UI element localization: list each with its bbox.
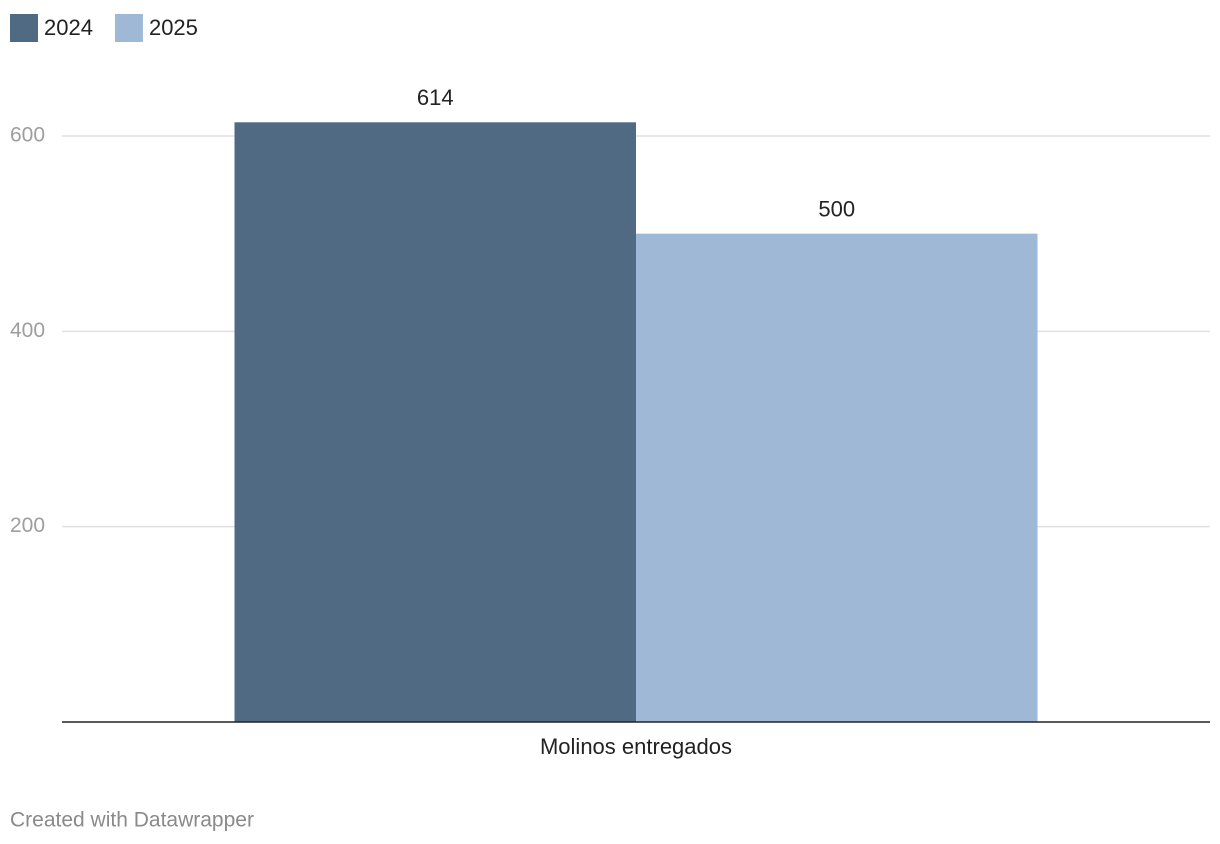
- value-label: 614: [417, 85, 454, 110]
- legend-label: 2024: [44, 15, 93, 40]
- bars: Molinos entregados 614 500: [234, 85, 1038, 759]
- legend-label: 2025: [149, 15, 198, 40]
- legend-swatch: [10, 14, 38, 42]
- y-tick-label: 200: [10, 514, 45, 537]
- x-tick-label: Molinos entregados: [540, 734, 732, 759]
- credit: Created with Datawrapper: [10, 809, 254, 832]
- y-tick-label: 600: [10, 124, 45, 147]
- bar: [234, 122, 636, 723]
- value-label: 500: [818, 196, 855, 221]
- legend: 2024 2025: [10, 14, 198, 42]
- bar: [636, 233, 1038, 722]
- y-tick-label: 400: [10, 319, 45, 342]
- legend-swatch: [114, 14, 143, 42]
